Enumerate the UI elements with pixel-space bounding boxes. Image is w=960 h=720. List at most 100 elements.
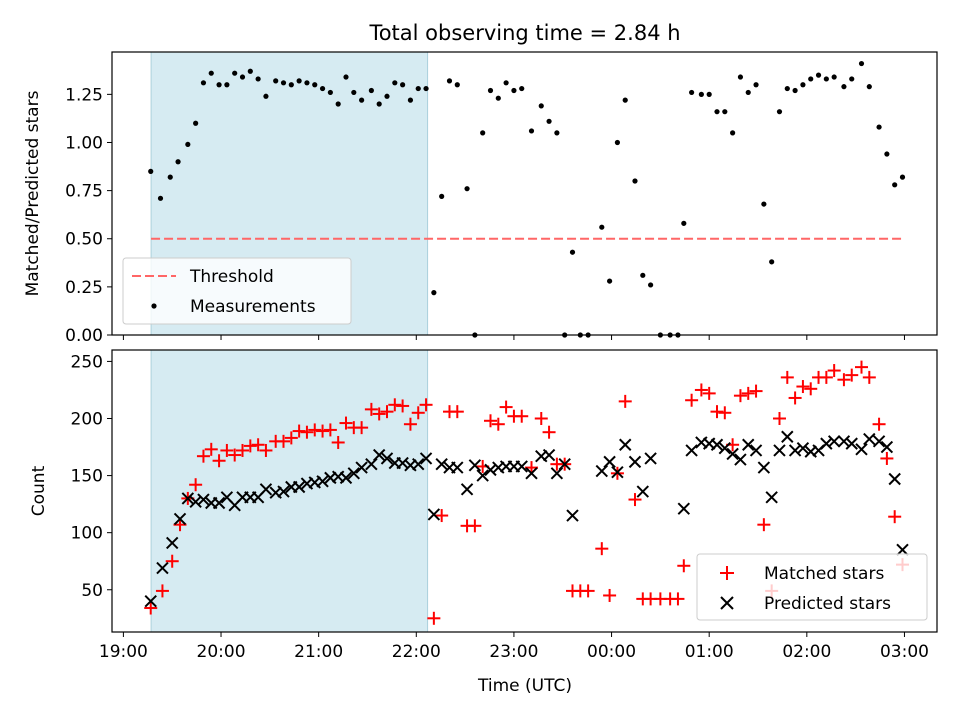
predicted-star-point: [726, 447, 739, 461]
matched-star-point: [292, 424, 306, 438]
measurement-point: [528, 128, 535, 134]
measurement-point: [359, 97, 365, 103]
predicted-star-point: [611, 465, 624, 479]
matched-star-point: [372, 407, 386, 421]
y-tick-label: 150: [71, 467, 103, 487]
top-legend: Threshold Measurements: [122, 257, 352, 325]
bottom-x-ticks: 19:00 20:00 21:00 22:00 23:00 00:00 01:00 02:00…: [99, 632, 929, 662]
matched-star-point: [888, 510, 902, 524]
matched-star-point: [196, 449, 210, 463]
matched-star-point: [220, 443, 234, 457]
predicted-star-point: [277, 485, 290, 498]
measurement-point: [273, 78, 279, 84]
matched-star-point: [411, 406, 425, 420]
measurement-point: [776, 109, 783, 115]
y-tick-label: 0.00: [65, 326, 103, 346]
matched-star-point: [284, 431, 298, 445]
measurement-point: [823, 76, 829, 82]
matched-star-point: [845, 368, 859, 382]
predicted-star-point: [677, 502, 691, 515]
predicted-star-point: [820, 437, 833, 450]
matched-star-point: [872, 417, 886, 431]
x-tick-label: 20:00: [197, 642, 246, 662]
x-tick-label: 22:00: [392, 642, 441, 662]
predicted-star-point: [566, 509, 579, 522]
measurement-point: [698, 91, 704, 97]
matched-star-point: [316, 424, 330, 438]
predicted-star-point: [603, 455, 616, 469]
matched-star-point: [671, 592, 685, 606]
measurement-point: [815, 72, 822, 78]
measurement-point: [208, 70, 214, 76]
top-panel: 0.00 0.25 0.50 0.75 1.00 1.25 Matched/Predict…: [23, 51, 938, 346]
measurement-point: [495, 95, 501, 101]
matched-star-point: [165, 554, 179, 568]
predicted-star-point: [542, 448, 556, 462]
matched-star-point: [804, 382, 818, 396]
y-tick-label: 200: [71, 410, 103, 430]
measurement-point: [569, 249, 576, 255]
measurement-point: [554, 130, 560, 136]
measurement-point: [899, 174, 906, 180]
x-tick-label: 00:00: [587, 642, 636, 662]
legend-predicted-swatch: [720, 596, 734, 610]
measurement-point: [769, 259, 775, 265]
measurement-point: [714, 109, 720, 115]
matched-star-point: [710, 405, 724, 419]
predicted-star-point: [292, 480, 306, 494]
predicted-star-point: [644, 452, 657, 465]
measurement-point: [431, 290, 437, 296]
predicted-star-point: [619, 438, 632, 451]
predicted-star-point: [685, 444, 698, 457]
measurement-point: [263, 93, 269, 99]
legend-matched-label: Matched stars: [764, 564, 884, 584]
measurement-point: [343, 74, 349, 80]
matched-star-point: [694, 383, 708, 397]
predicted-star-point: [718, 441, 732, 455]
matched-star-point: [419, 398, 433, 412]
predicted-star-point: [710, 438, 724, 451]
matched-star-point: [427, 611, 441, 625]
predicted-star-point: [515, 460, 528, 473]
predicted-star-point: [749, 444, 763, 457]
predicted-star-point: [796, 441, 810, 455]
predicted-star-point: [636, 485, 650, 498]
measurement-point: [849, 76, 855, 82]
x-tick-label: 01:00: [685, 642, 734, 662]
matched-star-point: [331, 435, 345, 449]
measurement-point: [224, 82, 230, 88]
x-tick-label: 02:00: [782, 642, 831, 662]
predicted-star-point: [734, 453, 747, 466]
measurement-point: [614, 139, 621, 146]
matched-star-point: [685, 393, 699, 407]
measurement-point: [503, 80, 509, 86]
measurement-point: [415, 85, 421, 92]
measurement-point: [737, 74, 744, 80]
matched-star-point: [435, 509, 449, 523]
legend-measurements-swatch: [151, 303, 157, 309]
legend-matched-swatch: [720, 566, 734, 580]
bottom-panel: 50 100 150 200 250 Count 19:00 20:00 21:00 22:0…: [29, 349, 938, 696]
matched-star-point: [380, 405, 394, 419]
matched-star-point: [388, 398, 402, 412]
predicted-star-point: [880, 440, 894, 454]
matched-star-point: [542, 425, 556, 439]
measurement-point: [511, 87, 517, 94]
x-tick-label: 21:00: [294, 642, 343, 662]
x-axis-label: Time (UTC): [477, 676, 572, 696]
measurement-point: [892, 182, 898, 188]
matched-star-point: [236, 443, 250, 457]
matched-star-point: [212, 454, 226, 468]
matched-star-point: [595, 542, 609, 556]
measurement-point: [648, 282, 654, 288]
predicted-star-point: [525, 467, 538, 480]
measurement-point: [689, 89, 695, 96]
measurement-point: [681, 220, 687, 226]
matched-star-point: [339, 416, 353, 430]
predicted-star-point: [863, 432, 876, 446]
measurement-point: [487, 87, 494, 94]
y-tick-label: 250: [71, 352, 103, 372]
measurement-point: [753, 82, 759, 88]
measurement-point: [368, 87, 374, 94]
predicted-star-point: [339, 471, 353, 485]
